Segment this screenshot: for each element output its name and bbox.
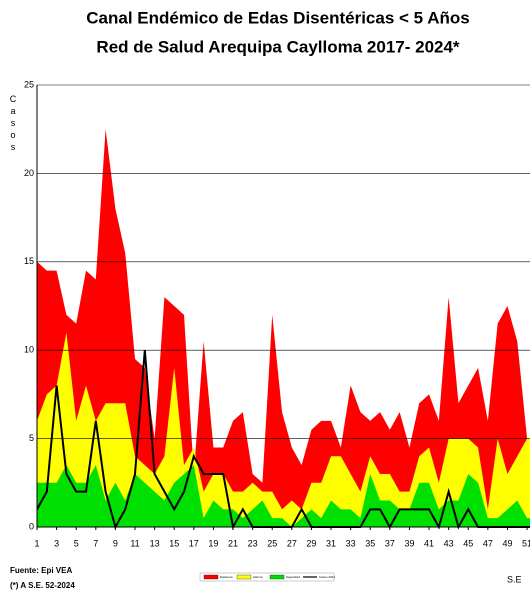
legend-label: Epidemia <box>220 575 233 579</box>
x-tick-label: 13 <box>150 538 160 548</box>
legend-swatch <box>203 574 219 580</box>
x-tick-label: 25 <box>267 538 277 548</box>
x-tick-label: 21 <box>228 538 238 548</box>
x-tick-label: 47 <box>483 538 493 548</box>
x-axis-label: S.E <box>507 574 522 584</box>
chart-subtitle: Red de Salud Arequipa Caylloma 2017- 202… <box>96 37 460 56</box>
x-tick-label: 51 <box>522 538 530 548</box>
x-tick-label: 49 <box>502 538 512 548</box>
legend-label: Seguridad <box>286 575 300 579</box>
area-band <box>37 465 530 527</box>
chart-title: Canal Endémico de Edas Disentéricas < 5 … <box>86 8 469 27</box>
y-tick-label: 10 <box>24 345 34 355</box>
y-tick-label: 20 <box>24 168 34 178</box>
x-tick-label: 31 <box>326 538 336 548</box>
x-tick-label: 39 <box>404 538 414 548</box>
source: Fuente: Epi VEA <box>10 566 72 575</box>
x-tick-label: 43 <box>444 538 454 548</box>
x-tick-label: 23 <box>248 538 258 548</box>
area-band <box>37 332 530 527</box>
x-tick-label: 7 <box>93 538 98 548</box>
x-tick-label: 15 <box>169 538 179 548</box>
x-tick-label: 17 <box>189 538 199 548</box>
x-tick-label: 1 <box>34 538 39 548</box>
area-band <box>37 129 530 527</box>
y-tick-label: 15 <box>24 256 34 266</box>
x-tick-label: 35 <box>365 538 375 548</box>
legend-label: Alarma <box>253 575 263 579</box>
x-tick-label: 29 <box>306 538 316 548</box>
x-tick-label: 5 <box>74 538 79 548</box>
x-tick-label: 11 <box>130 538 139 548</box>
y-tick-label: 0 <box>29 521 34 531</box>
x-tick-label: 3 <box>54 538 59 548</box>
note: (*) A S.E. 52-2024 <box>10 581 75 590</box>
x-tick-label: 45 <box>463 538 473 548</box>
x-tick-label: 27 <box>287 538 297 548</box>
x-tick-label: 33 <box>346 538 356 548</box>
x-tick-label: 41 <box>424 538 434 548</box>
legend-swatch <box>269 574 285 580</box>
x-tick-label: 9 <box>113 538 118 548</box>
x-tick-label: 37 <box>385 538 395 548</box>
y-tick-label: 25 <box>24 79 34 89</box>
legend-swatch <box>236 574 252 580</box>
legend-box <box>199 572 335 582</box>
plot-area <box>37 129 530 530</box>
legend-label: Casos 2024 <box>319 575 335 579</box>
x-tick-label: 19 <box>208 538 218 548</box>
y-tick-label: 5 <box>29 433 34 443</box>
